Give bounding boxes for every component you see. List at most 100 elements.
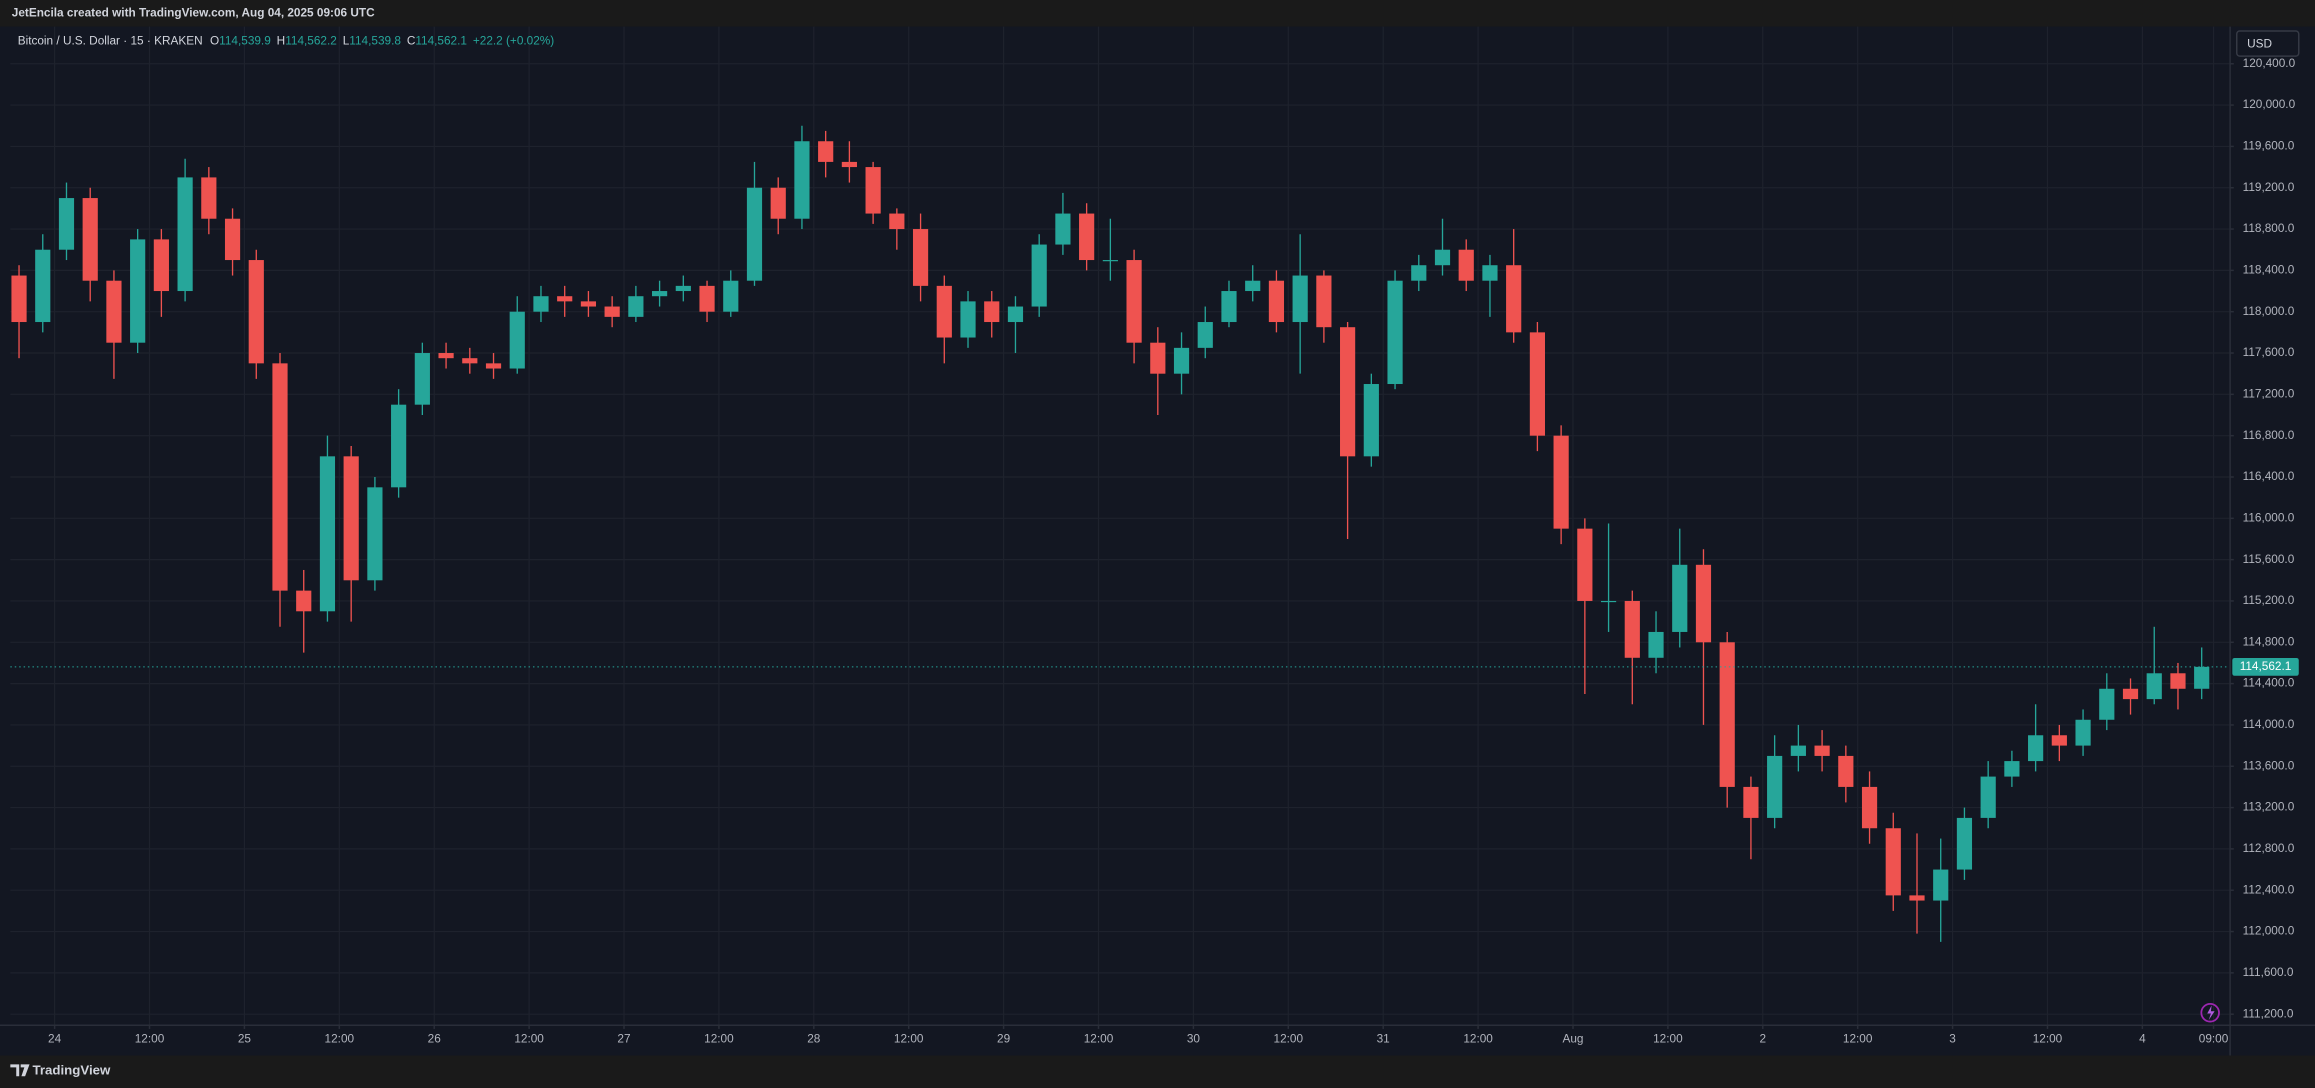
candle-body (818, 141, 834, 162)
y-tick-label: 114,800.0 (2243, 634, 2295, 648)
candle-body (414, 353, 430, 405)
candle-body (1838, 755, 1854, 787)
grid (10, 26, 2230, 1025)
candle-body (1434, 249, 1451, 266)
x-tick-label: 12:00 (1463, 1031, 1493, 1045)
y-tick-label: 115,600.0 (2243, 552, 2295, 566)
candle-body (1031, 244, 1047, 307)
candle-body (794, 141, 810, 219)
candle-body (485, 363, 502, 369)
x-tick-label: 30 (1187, 1031, 1201, 1045)
candle-body (1411, 265, 1427, 281)
candle-body (35, 249, 51, 323)
candle-body (1885, 828, 1901, 896)
legend-key: L (343, 33, 350, 47)
candle-body (865, 167, 881, 214)
legend-key: H (277, 33, 286, 47)
y-tick-label: 112,000.0 (2243, 924, 2295, 938)
legend-change: +22.2 (+0.02%) (473, 33, 554, 47)
candle-body (367, 487, 383, 581)
candle-body (1316, 275, 1332, 328)
y-tick-label: 116,000.0 (2243, 510, 2295, 524)
brand-name: TradingView (32, 1063, 111, 1078)
chart-area (0, 26, 2315, 1056)
candle-body (2146, 673, 2162, 700)
candle-body (1363, 384, 1379, 457)
legend-key: O (210, 33, 219, 47)
candle-body (533, 296, 549, 312)
candle-body (224, 218, 241, 261)
candle-body (604, 306, 620, 317)
candle-body (557, 296, 573, 302)
x-tick-label: 28 (807, 1031, 821, 1045)
legend: Bitcoin / U.S. Dollar · 15 · KRAKEN O114,… (18, 33, 555, 47)
currency-button[interactable] (2236, 30, 2300, 57)
candle-body (1695, 564, 1712, 643)
x-tick-label: 12:00 (894, 1031, 924, 1045)
candle-body (1933, 869, 1949, 901)
candle-body (1292, 275, 1308, 323)
candle-body (462, 358, 478, 364)
x-tick-label: 12:00 (1653, 1031, 1683, 1045)
x-tick-label: 12:00 (2033, 1031, 2063, 1045)
candle-body (1719, 642, 1735, 787)
x-tick-label: 27 (617, 1031, 630, 1045)
candle-body (580, 301, 597, 307)
candle-body (960, 301, 976, 338)
candle-body (153, 239, 169, 292)
legend-key: C (407, 33, 416, 47)
alert-bolt[interactable] (2207, 1005, 2215, 1021)
legend-value: 114,539.8 (349, 33, 401, 47)
x-tick-label: 12:00 (1274, 1031, 1304, 1045)
x-tick-label: 09:00 (2199, 1031, 2229, 1045)
candle-body (1529, 332, 1545, 436)
candle-body (272, 363, 288, 591)
x-tick-label: 12:00 (704, 1031, 734, 1045)
currency-label[interactable]: USD (2247, 36, 2272, 50)
y-tick-label: 115,200.0 (2243, 593, 2295, 607)
candle-body (1767, 755, 1783, 818)
candle-body (177, 177, 193, 292)
candle-body (770, 187, 786, 219)
candle-body (11, 275, 27, 323)
candle-body (912, 229, 929, 286)
x-tick-label: 29 (997, 1031, 1010, 1045)
candle-body (438, 353, 454, 359)
candle-body (936, 285, 952, 338)
y-tick-label: 120,400.0 (2243, 56, 2296, 70)
x-tick-label: 12:00 (1084, 1031, 1114, 1045)
candle-body (201, 177, 217, 219)
y-tick-label: 113,600.0 (2243, 758, 2295, 772)
candle-body (1553, 435, 1569, 529)
x-tick-label: Aug (1562, 1031, 1583, 1045)
alert-icon[interactable] (2200, 1002, 2220, 1023)
candle-body (2194, 666, 2210, 689)
candle-body (1624, 600, 1640, 658)
candle-body (391, 404, 407, 488)
candle-body (1173, 347, 1190, 374)
y-tick-label: 119,200.0 (2243, 180, 2295, 194)
y-tick-label: 118,800.0 (2243, 221, 2295, 235)
candle-body (1909, 895, 1925, 901)
x-tick-label: 3 (1949, 1031, 1956, 1045)
y-tick-label: 112,400.0 (2243, 882, 2295, 896)
x-tick-label: 31 (1377, 1031, 1390, 1045)
x-tick-label: 12:00 (1843, 1031, 1873, 1045)
candle-body (2075, 719, 2091, 746)
candle-body (1079, 213, 1095, 261)
x-tick-label: 24 (48, 1031, 62, 1045)
candle-body (248, 260, 264, 364)
brand-logo (10, 1064, 30, 1077)
candle-body (509, 311, 525, 369)
x-tick-label: 12:00 (514, 1031, 544, 1045)
candle-body (1814, 745, 1830, 756)
candle-body (1221, 291, 1237, 323)
x-tick-label: 12:00 (135, 1031, 165, 1045)
candle-body (2122, 688, 2139, 700)
y-tick-label: 114,000.0 (2243, 717, 2295, 731)
axes: 111,200.0 111,600.0 112,000.0 112,400.0 112,… (10, 56, 2299, 1045)
alert-circle[interactable] (2200, 1002, 2220, 1023)
candle-body (106, 280, 122, 343)
candle-body (699, 285, 715, 312)
